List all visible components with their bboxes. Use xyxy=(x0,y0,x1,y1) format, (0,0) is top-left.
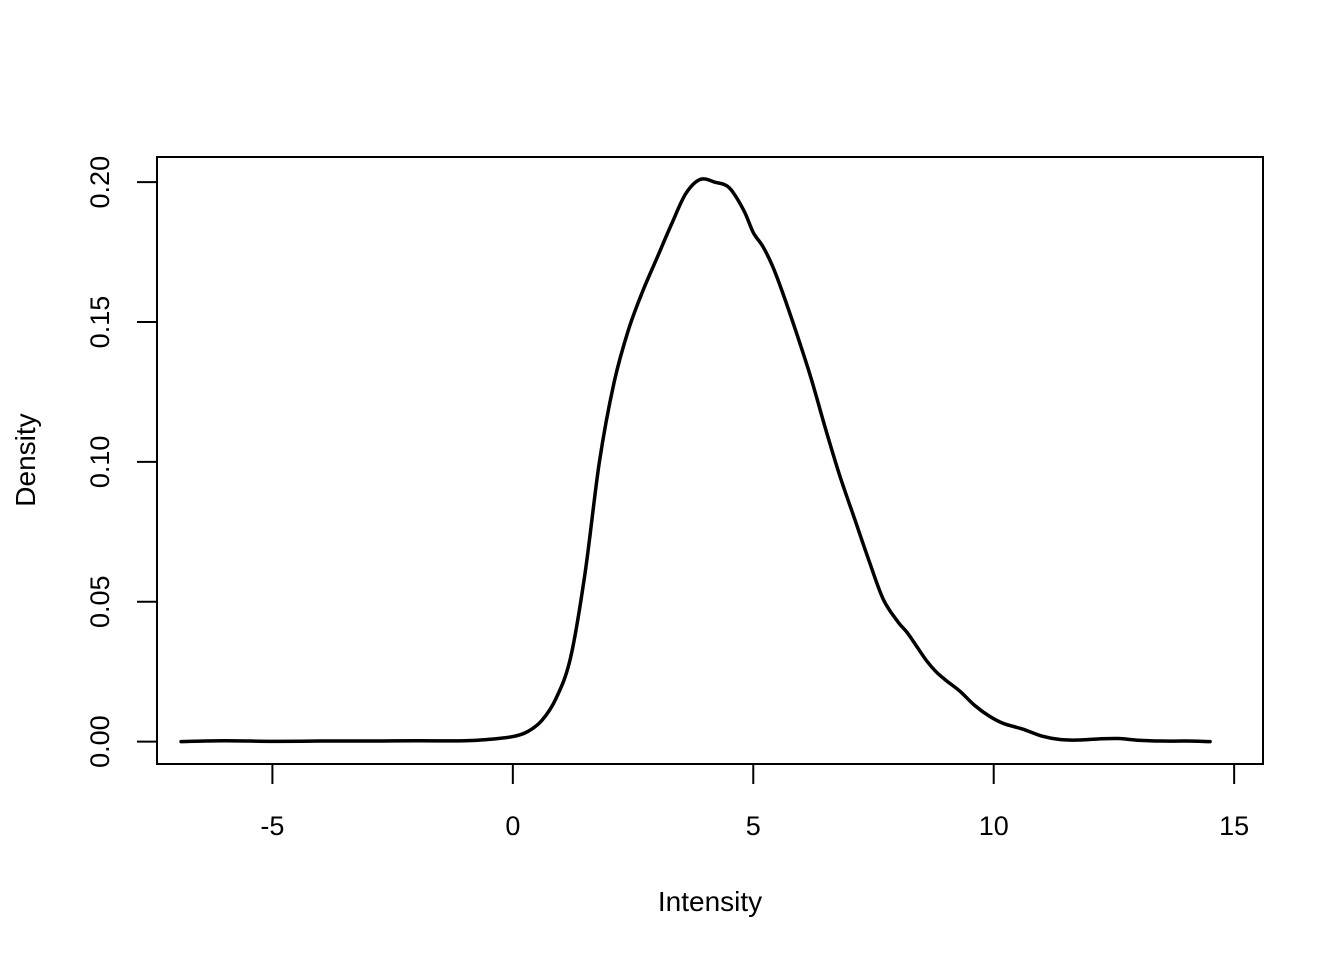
x-tick-label: 0 xyxy=(505,811,520,841)
x-tick-label: 10 xyxy=(979,811,1009,841)
plot-frame xyxy=(156,156,1264,765)
x-tick-label: 5 xyxy=(746,811,761,841)
density-curve xyxy=(179,177,1212,744)
x-tick-label: -5 xyxy=(260,811,284,841)
x-tick-label: 15 xyxy=(1219,811,1249,841)
y-axis: 0.00 0.05 0.10 0.15 0.20 xyxy=(85,156,158,768)
y-tick-label: 0.00 xyxy=(85,715,115,768)
y-tick-label: 0.15 xyxy=(85,296,115,349)
y-tick-label: 0.10 xyxy=(85,436,115,489)
y-axis-title: Density xyxy=(10,413,41,506)
y-tick-label: 0.20 xyxy=(85,156,115,209)
x-axis: -5 0 5 10 15 xyxy=(260,763,1249,841)
x-axis-title: Intensity xyxy=(658,886,762,917)
y-tick-label: 0.05 xyxy=(85,575,115,628)
